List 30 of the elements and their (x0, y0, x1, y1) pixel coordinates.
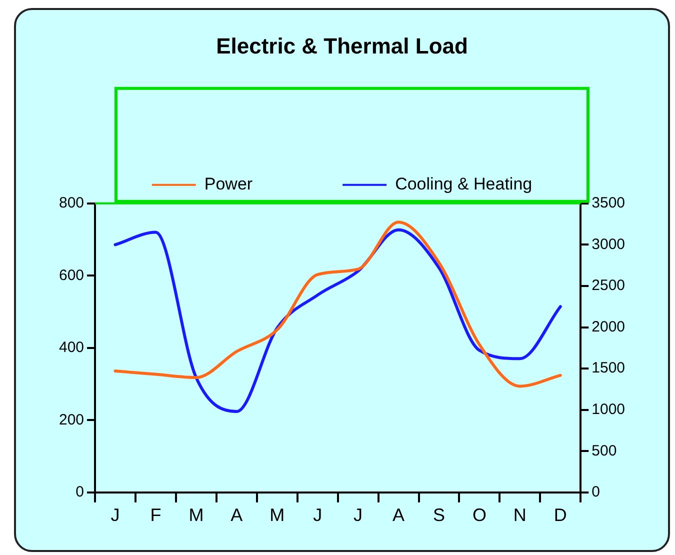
y2-tick-label: 500 (592, 442, 617, 460)
line-series (114, 228, 562, 413)
y-tick-label: 0 (76, 484, 84, 501)
x-tick-label: A (392, 505, 405, 526)
y2-tick-label: 3500 (592, 194, 626, 212)
y2-tick-label: 2000 (592, 318, 626, 336)
y-tick-label: 200 (58, 411, 84, 428)
y2-tick-label: 0 (592, 484, 600, 501)
y2-tick-label: 1000 (592, 400, 626, 418)
x-tick-label: F (150, 505, 162, 526)
legend-label: Power (204, 174, 253, 194)
y2-tick-label: 3000 (592, 236, 626, 253)
y-tick-label: 400 (58, 339, 84, 356)
y2-tick-label: 2500 (592, 277, 626, 294)
x-tick-label: J (110, 505, 120, 526)
x-tick-label: J (354, 505, 363, 526)
legend-label: Cooling & Heating (395, 174, 532, 194)
y-tick-label: 600 (58, 266, 84, 284)
x-tick-label: J (313, 505, 322, 526)
x-tick-label: O (472, 505, 486, 526)
x-tick-label: M (270, 505, 285, 526)
x-tick-label: N (513, 505, 526, 526)
y-tick-label: 800 (58, 194, 84, 212)
x-tick-label: M (188, 505, 204, 526)
chart-title: Electric & Thermal Load (216, 33, 468, 58)
y2-tick-label: 1500 (592, 360, 626, 377)
x-tick-label: S (432, 505, 446, 526)
x-tick-label: D (554, 505, 567, 526)
x-tick-label: A (230, 505, 243, 526)
line-series (114, 220, 562, 388)
